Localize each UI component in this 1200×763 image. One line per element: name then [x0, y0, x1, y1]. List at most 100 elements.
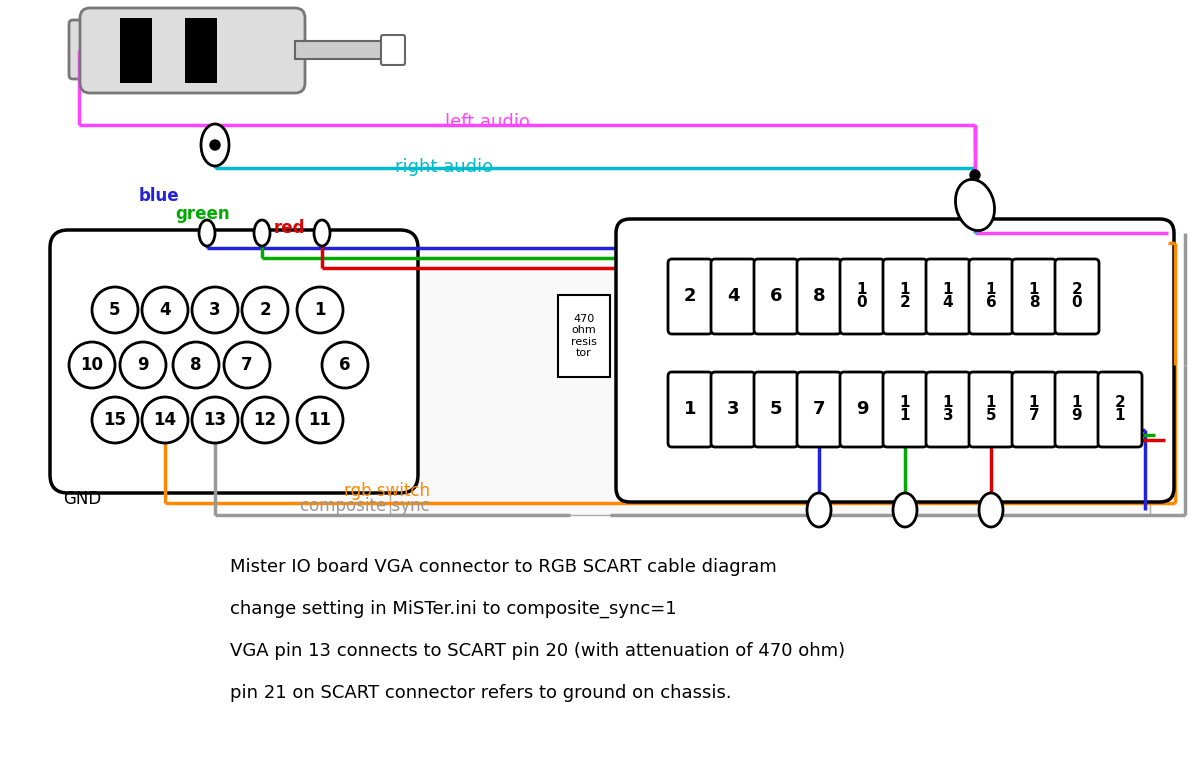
Ellipse shape	[142, 397, 188, 443]
Text: 5: 5	[109, 301, 121, 319]
FancyBboxPatch shape	[710, 372, 755, 447]
Ellipse shape	[202, 124, 229, 166]
Text: 4: 4	[727, 287, 739, 305]
Ellipse shape	[70, 342, 115, 388]
Text: 13: 13	[204, 411, 227, 429]
FancyBboxPatch shape	[970, 372, 1013, 447]
FancyBboxPatch shape	[926, 259, 970, 334]
Ellipse shape	[298, 397, 343, 443]
FancyBboxPatch shape	[390, 248, 1150, 515]
Text: 1
8: 1 8	[1028, 282, 1039, 311]
Text: 1
2: 1 2	[900, 282, 911, 311]
Ellipse shape	[242, 287, 288, 333]
Text: 1
6: 1 6	[985, 282, 996, 311]
Text: 9: 9	[137, 356, 149, 374]
Text: Mister IO board VGA connector to RGB SCART cable diagram: Mister IO board VGA connector to RGB SCA…	[230, 558, 776, 576]
Text: 1
1: 1 1	[900, 394, 911, 423]
Text: 4: 4	[160, 301, 170, 319]
FancyBboxPatch shape	[50, 230, 418, 493]
Ellipse shape	[192, 287, 238, 333]
Text: 1
3: 1 3	[943, 394, 953, 423]
FancyBboxPatch shape	[382, 35, 406, 65]
Ellipse shape	[142, 287, 188, 333]
Ellipse shape	[92, 287, 138, 333]
Circle shape	[210, 140, 220, 150]
Text: 8: 8	[191, 356, 202, 374]
FancyBboxPatch shape	[1012, 259, 1056, 334]
Bar	[120, 18, 152, 83]
Text: 470
ohm
resis
tor: 470 ohm resis tor	[571, 314, 596, 359]
FancyBboxPatch shape	[883, 372, 928, 447]
Text: change setting in MiSTer.ini to composite_sync=1: change setting in MiSTer.ini to composit…	[230, 600, 677, 618]
Text: 2: 2	[684, 287, 696, 305]
Text: 6: 6	[769, 287, 782, 305]
Text: rgb switch: rgb switch	[344, 482, 430, 500]
Ellipse shape	[955, 179, 995, 230]
Ellipse shape	[92, 397, 138, 443]
Text: 8: 8	[812, 287, 826, 305]
FancyBboxPatch shape	[710, 259, 755, 334]
Text: 1
0: 1 0	[857, 282, 868, 311]
FancyBboxPatch shape	[797, 259, 841, 334]
FancyBboxPatch shape	[668, 259, 712, 334]
Text: 12: 12	[253, 411, 276, 429]
Ellipse shape	[893, 493, 917, 527]
FancyBboxPatch shape	[883, 259, 928, 334]
Ellipse shape	[120, 342, 166, 388]
FancyBboxPatch shape	[840, 372, 884, 447]
Ellipse shape	[808, 493, 830, 527]
Text: 1: 1	[684, 400, 696, 418]
Ellipse shape	[192, 397, 238, 443]
Text: 1
5: 1 5	[985, 394, 996, 423]
FancyBboxPatch shape	[970, 259, 1013, 334]
Text: blue: blue	[139, 187, 180, 205]
FancyBboxPatch shape	[754, 372, 798, 447]
Text: 7: 7	[241, 356, 253, 374]
Ellipse shape	[322, 342, 368, 388]
Bar	[558, 295, 610, 377]
Text: pin 21 on SCART connector refers to ground on chassis.: pin 21 on SCART connector refers to grou…	[230, 684, 732, 702]
Text: 3: 3	[727, 400, 739, 418]
Text: 2: 2	[259, 301, 271, 319]
FancyBboxPatch shape	[1098, 372, 1142, 447]
FancyBboxPatch shape	[926, 372, 970, 447]
Text: GND: GND	[64, 490, 101, 508]
FancyBboxPatch shape	[1055, 372, 1099, 447]
FancyBboxPatch shape	[1012, 372, 1056, 447]
FancyBboxPatch shape	[70, 20, 94, 79]
FancyBboxPatch shape	[80, 8, 305, 93]
FancyBboxPatch shape	[797, 372, 841, 447]
Text: composite sync: composite sync	[300, 497, 430, 515]
FancyBboxPatch shape	[668, 372, 712, 447]
Text: 1
7: 1 7	[1028, 394, 1039, 423]
FancyBboxPatch shape	[1055, 259, 1099, 334]
Text: 1: 1	[314, 301, 325, 319]
Text: green: green	[175, 205, 229, 223]
FancyBboxPatch shape	[616, 219, 1174, 502]
Text: 1
4: 1 4	[943, 282, 953, 311]
Text: 14: 14	[154, 411, 176, 429]
Text: 5: 5	[769, 400, 782, 418]
Text: 15: 15	[103, 411, 126, 429]
Ellipse shape	[314, 220, 330, 246]
Text: 1
9: 1 9	[1072, 394, 1082, 423]
Text: 7: 7	[812, 400, 826, 418]
Text: right audio: right audio	[395, 158, 493, 176]
Text: left audio: left audio	[445, 113, 530, 131]
Text: VGA pin 13 connects to SCART pin 20 (with attenuation of 470 ohm): VGA pin 13 connects to SCART pin 20 (wit…	[230, 642, 845, 660]
Ellipse shape	[979, 493, 1003, 527]
Text: red: red	[274, 219, 306, 237]
Ellipse shape	[242, 397, 288, 443]
Ellipse shape	[254, 220, 270, 246]
Text: 10: 10	[80, 356, 103, 374]
Text: 2
1: 2 1	[1115, 394, 1126, 423]
FancyBboxPatch shape	[754, 259, 798, 334]
FancyBboxPatch shape	[840, 259, 884, 334]
Text: 6: 6	[340, 356, 350, 374]
Text: 9: 9	[856, 400, 869, 418]
Bar	[185, 18, 217, 83]
Ellipse shape	[224, 342, 270, 388]
Text: 3: 3	[209, 301, 221, 319]
Ellipse shape	[199, 220, 215, 246]
Circle shape	[970, 170, 980, 180]
